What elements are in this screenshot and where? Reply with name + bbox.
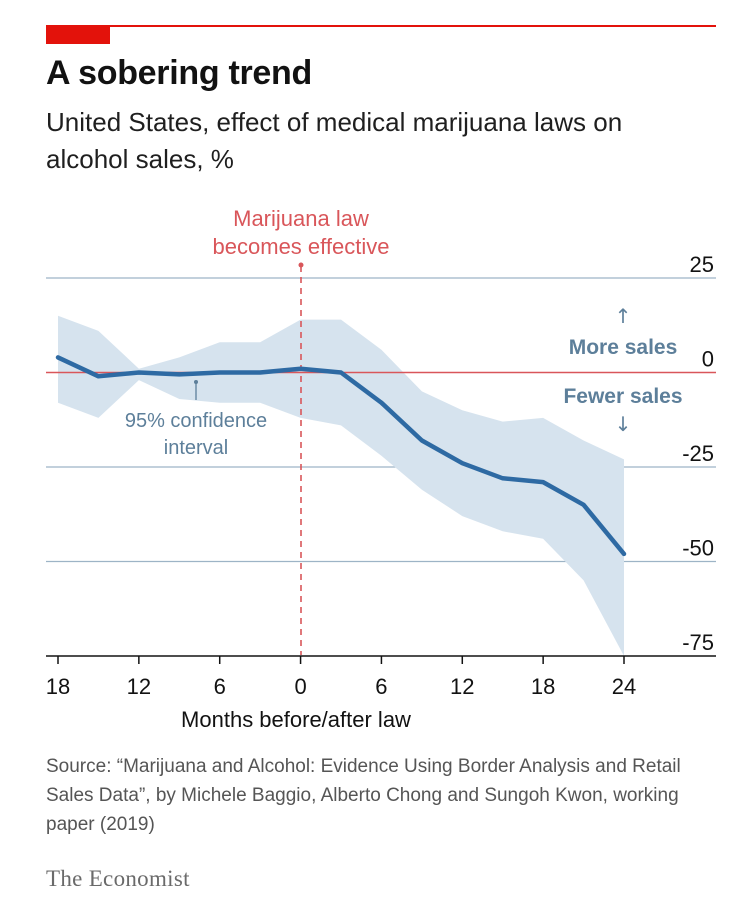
brand-red-tag xyxy=(46,25,110,44)
economist-logo: The Economist xyxy=(46,866,190,891)
law-label-line2: becomes effective xyxy=(213,234,390,259)
x-axis: 18 12 6 0 6 12 18 24 xyxy=(46,655,716,699)
law-label-line1: Marijuana law xyxy=(233,206,369,231)
x-tick-label-6: 18 xyxy=(531,674,555,699)
law-marker: Marijuana law becomes effective xyxy=(213,206,390,655)
more-sales-label: More sales xyxy=(569,336,678,359)
x-tick-label-2: 6 xyxy=(214,674,226,699)
x-tick-label-4: 6 xyxy=(375,674,387,699)
up-arrow-icon: ↑ xyxy=(615,304,632,328)
y-tick-label-0: 25 xyxy=(690,252,714,277)
confidence-band xyxy=(58,315,624,656)
fewer-sales-label: Fewer sales xyxy=(563,385,682,408)
x-tick-label-3: 0 xyxy=(294,674,306,699)
x-axis-label: Months before/after law xyxy=(181,707,411,732)
x-tick-label-1: 12 xyxy=(127,674,151,699)
law-label-dot xyxy=(298,262,304,268)
top-rule xyxy=(46,25,716,27)
series-line xyxy=(55,355,627,557)
source-note: Source: “Marijuana and Alcohol: Evidence… xyxy=(46,756,681,835)
chart-subtitle: United States, effect of medical marijua… xyxy=(46,107,623,174)
ci-label-dot xyxy=(194,380,198,384)
ci-label-line2: interval xyxy=(164,437,228,459)
chart-title: A sobering trend xyxy=(46,54,312,92)
ci-label: 95% confidence interval xyxy=(125,380,267,459)
direction-labels: ↑ More sales Fewer sales ↓ xyxy=(563,304,682,436)
y-axis-labels: 25 0 -25 -50 -75 xyxy=(682,252,714,655)
y-tick-label-2: -25 xyxy=(682,441,714,466)
y-tick-label-4: -75 xyxy=(682,630,714,655)
y-tick-label-3: -50 xyxy=(682,536,714,561)
x-tick-label-0: 18 xyxy=(46,674,70,699)
x-tick-label-7: 24 xyxy=(612,674,636,699)
down-arrow-icon: ↓ xyxy=(615,412,632,436)
y-tick-label-1: 0 xyxy=(702,347,714,372)
ci-label-line1: 95% confidence xyxy=(125,410,267,432)
x-tick-label-5: 12 xyxy=(450,674,474,699)
